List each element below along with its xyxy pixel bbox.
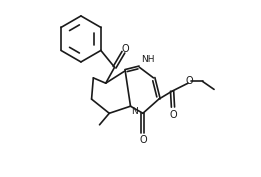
Text: O: O — [169, 110, 177, 120]
Text: N: N — [131, 107, 138, 116]
Text: O: O — [121, 44, 129, 54]
Text: O: O — [139, 135, 147, 145]
Text: O: O — [185, 76, 193, 86]
Text: NH: NH — [141, 55, 154, 64]
